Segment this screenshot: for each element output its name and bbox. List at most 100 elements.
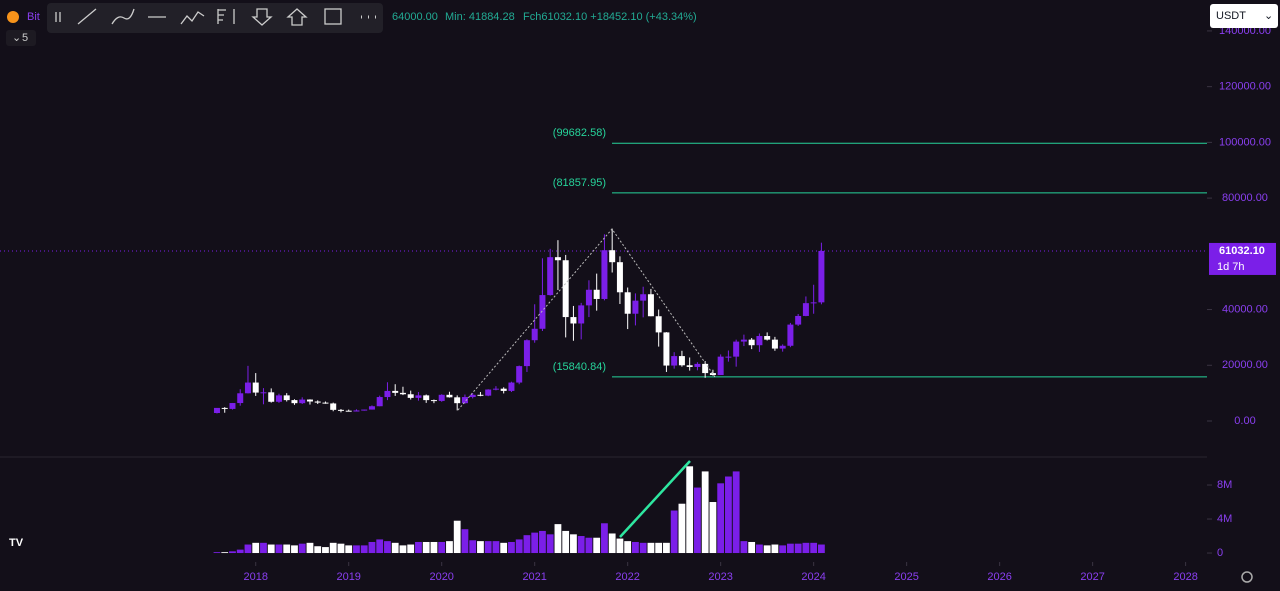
volume-bar xyxy=(701,471,709,554)
candle-body xyxy=(624,292,631,314)
candle-body xyxy=(655,316,662,333)
volume-bar xyxy=(577,536,585,554)
volume-bar xyxy=(810,542,818,554)
candle-body xyxy=(585,289,592,306)
tool-brush[interactable] xyxy=(111,8,135,25)
x-tick-label: 2020 xyxy=(429,571,453,583)
candle-body xyxy=(523,340,530,367)
volume-bar xyxy=(469,540,477,554)
volume-bar xyxy=(329,542,337,554)
candle-body xyxy=(500,388,507,391)
candle-body xyxy=(384,390,391,398)
candle-body xyxy=(221,407,228,409)
header-change: Fch61032.10 +18452.10 (+43.34%) xyxy=(523,11,697,23)
volume-bar xyxy=(655,542,663,554)
interval-box[interactable] xyxy=(6,30,36,46)
currency-button[interactable] xyxy=(1210,4,1278,28)
tool-short[interactable] xyxy=(251,8,273,26)
volume-bar xyxy=(523,535,531,554)
volume-bar xyxy=(546,534,554,554)
currency-caret[interactable]: ⌄ xyxy=(1264,10,1273,22)
candle-body xyxy=(547,257,554,296)
volume-bar xyxy=(391,542,399,554)
candle-body xyxy=(717,356,724,376)
volume-bar xyxy=(345,545,353,554)
collapse-icon[interactable]: ⌄ xyxy=(12,32,21,44)
volume-bar xyxy=(484,541,492,554)
header-high: 64000.00 xyxy=(392,11,438,23)
volume-bar xyxy=(562,530,570,554)
volume-bar xyxy=(213,552,221,554)
tool-long[interactable] xyxy=(286,8,308,26)
volume-bar xyxy=(670,510,678,554)
x-tick-label: 2022 xyxy=(615,571,639,583)
candle-body xyxy=(260,392,267,394)
candle-body xyxy=(330,403,337,410)
tool-fib[interactable] xyxy=(217,9,235,24)
volume-bar xyxy=(430,541,438,554)
volume-bar xyxy=(298,543,306,554)
candle-body xyxy=(291,400,298,404)
candle-body xyxy=(446,394,453,398)
volume-tick-label: 0 xyxy=(1217,547,1223,559)
candle-body xyxy=(407,394,414,398)
candle-body xyxy=(415,395,422,398)
x-tick-label: 2024 xyxy=(801,571,825,583)
level-label: (99682.58) xyxy=(553,127,606,139)
volume-bar xyxy=(756,544,763,554)
candle-body xyxy=(399,392,406,395)
x-tick-label: 2026 xyxy=(987,571,1011,583)
volume-bar xyxy=(500,542,508,554)
volume-bar xyxy=(794,543,802,554)
candle-body xyxy=(601,250,608,299)
symbol[interactable]: Bit xyxy=(27,11,40,23)
settings-icon[interactable] xyxy=(1241,571,1253,583)
tool-pattern[interactable] xyxy=(180,11,205,25)
interval[interactable]: 5 xyxy=(22,32,28,44)
candle-body xyxy=(570,317,577,324)
x-tick-label: 2021 xyxy=(522,571,546,583)
volume-tick-label: 4M xyxy=(1217,513,1232,525)
candle-body xyxy=(748,339,755,346)
candle-body xyxy=(376,397,383,407)
logo[interactable]: TV xyxy=(9,537,24,549)
volume-bar xyxy=(678,503,686,554)
candle-body xyxy=(725,356,732,358)
volume-bar xyxy=(632,541,639,554)
y-tick-label: 80000.00 xyxy=(1222,192,1268,204)
volume-bar xyxy=(717,483,725,554)
toolbar-icons xyxy=(55,8,376,26)
candle-body xyxy=(244,382,251,394)
volume-bar xyxy=(244,544,252,554)
volume-bar xyxy=(260,542,267,554)
volume-bar xyxy=(399,545,407,554)
tool-rect[interactable] xyxy=(324,8,342,25)
candle-body xyxy=(229,403,236,409)
candle-body xyxy=(423,395,430,401)
y-tick-label: 20000.00 xyxy=(1222,359,1268,371)
volume-bar xyxy=(422,541,430,554)
x-tick-label: 2019 xyxy=(336,571,360,583)
currency[interactable]: USDT xyxy=(1216,10,1246,22)
candle-body xyxy=(632,300,639,314)
volume-bar xyxy=(686,466,694,554)
candle-body xyxy=(477,394,484,396)
candle-body xyxy=(275,395,282,402)
volume-bar xyxy=(616,538,624,554)
countdown: 1d 7h xyxy=(1217,261,1245,273)
tool-trendline[interactable] xyxy=(77,8,97,25)
volume-bar xyxy=(802,542,810,554)
y-tick-label: 100000.00 xyxy=(1219,136,1271,148)
candle-body xyxy=(671,356,678,366)
candle-body xyxy=(593,289,600,299)
level-label: (15840.84) xyxy=(553,361,606,373)
candle-body xyxy=(252,382,259,393)
candle-body xyxy=(392,390,399,393)
candle-body xyxy=(694,363,701,367)
volume-bar xyxy=(283,544,291,554)
volume-bar xyxy=(709,502,717,554)
candle-body xyxy=(299,399,306,404)
grip[interactable] xyxy=(55,12,61,22)
candle-body xyxy=(314,401,321,403)
